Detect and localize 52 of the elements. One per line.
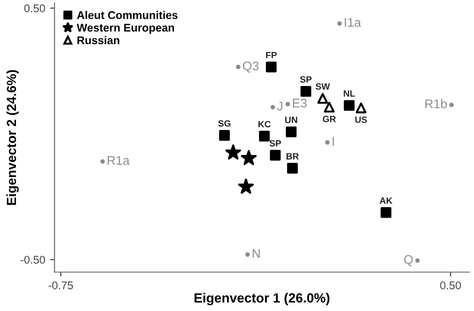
data-label: UN	[285, 116, 298, 124]
point	[449, 102, 454, 108]
data-label: J	[277, 102, 282, 111]
data-label: GR	[322, 116, 336, 122]
point	[300, 86, 312, 97]
data-label: KC	[258, 120, 271, 128]
point	[287, 162, 298, 174]
x-axis-title: Eigenvector 1 (26.0%)	[194, 292, 330, 306]
data-label: I	[332, 137, 334, 146]
legend-label: Western European	[76, 24, 174, 34]
point	[415, 258, 420, 263]
data-label: E3	[292, 98, 307, 108]
point	[324, 102, 335, 113]
point	[266, 62, 277, 72]
point	[286, 102, 290, 106]
data-label: AK	[380, 198, 392, 204]
point	[325, 140, 330, 145]
data-label: R1b	[425, 99, 447, 108]
data-label: SW	[316, 83, 330, 90]
data-label: FP	[266, 52, 277, 58]
point	[100, 159, 105, 164]
data-label: Q3	[242, 61, 258, 73]
legend-label: Russian	[77, 36, 120, 44]
y-tick-label: -0.50	[20, 256, 46, 264]
point	[344, 100, 355, 111]
data-label: I1a	[344, 18, 362, 27]
data-label: US	[355, 116, 367, 123]
point	[317, 93, 328, 104]
point	[245, 252, 250, 257]
point	[238, 178, 254, 194]
data-label: SP	[270, 140, 282, 146]
point	[380, 207, 392, 218]
point	[270, 150, 281, 161]
point	[270, 104, 276, 110]
point	[337, 21, 342, 26]
legend-label: Aleut Communities	[77, 10, 178, 20]
data-label: Q	[404, 255, 413, 266]
point	[219, 130, 230, 141]
point	[356, 102, 366, 114]
data-label: BR	[286, 153, 299, 160]
data-label: N	[252, 249, 260, 258]
point	[236, 64, 240, 70]
point	[240, 150, 257, 166]
data-label: NL	[344, 90, 355, 97]
data-label: SP	[300, 76, 312, 83]
data-label: R1a	[108, 156, 130, 165]
point	[259, 130, 270, 142]
point	[286, 126, 297, 138]
point	[225, 144, 242, 160]
y-axis-title: Eigenvector 2 (24.6%)	[6, 70, 19, 205]
data-label: SG	[218, 120, 230, 127]
x-tick-label: -0.75	[48, 281, 73, 290]
